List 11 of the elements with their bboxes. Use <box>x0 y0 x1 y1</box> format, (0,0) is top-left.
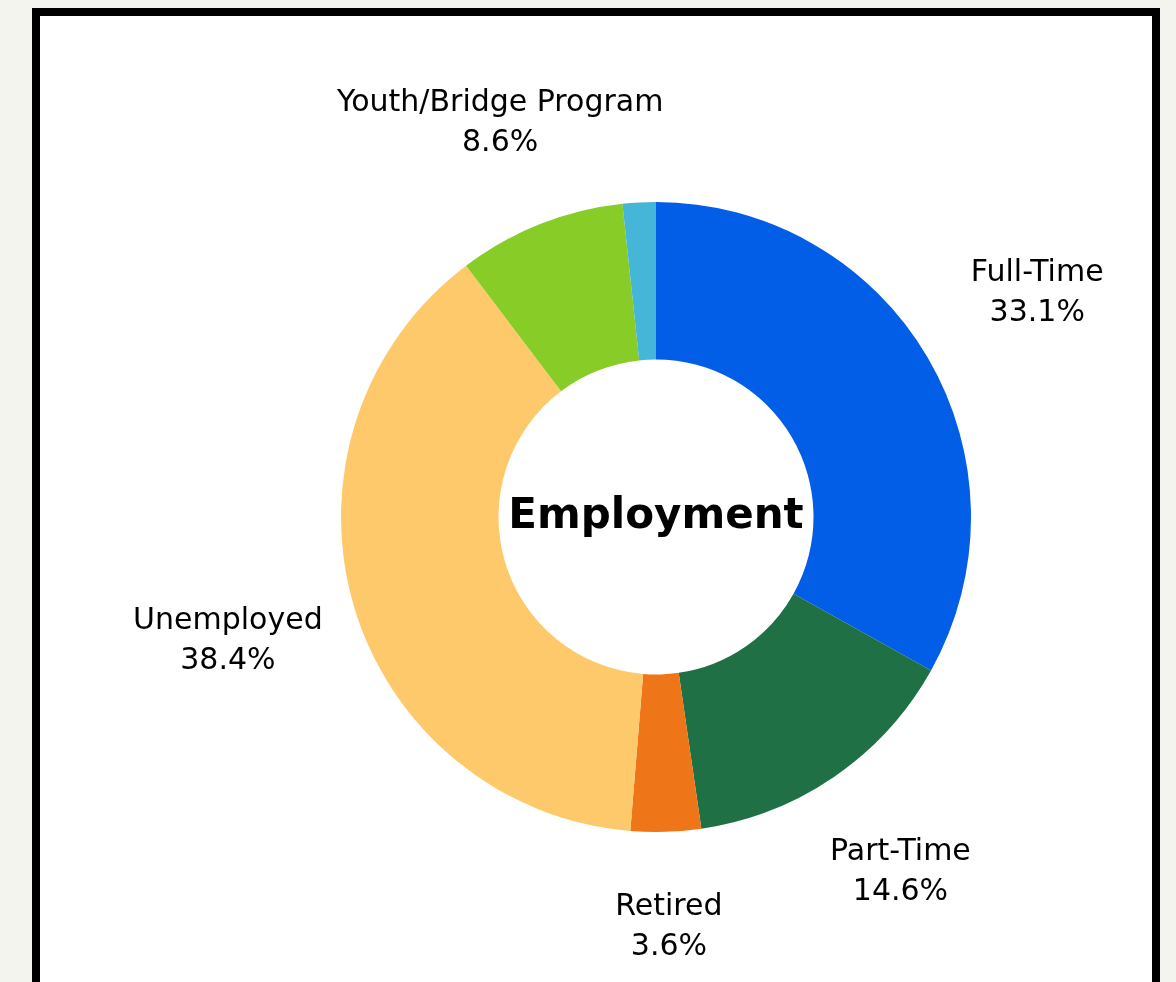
slice-label: Unemployed <box>133 601 323 637</box>
data-label: 8.6% <box>462 123 539 159</box>
data-label: 3.6% <box>630 927 708 963</box>
data-label: 14.6% <box>852 871 949 907</box>
data-label: 38.4% <box>180 641 276 677</box>
slice-label: Part-Time <box>830 831 971 867</box>
slice-label: Full-Time <box>970 252 1104 288</box>
text: Employment <box>508 488 804 538</box>
slice-label: Youth/Bridge Program <box>335 83 664 119</box>
data-label: 33.1% <box>989 292 1085 328</box>
slice-label: Retired <box>615 887 723 923</box>
